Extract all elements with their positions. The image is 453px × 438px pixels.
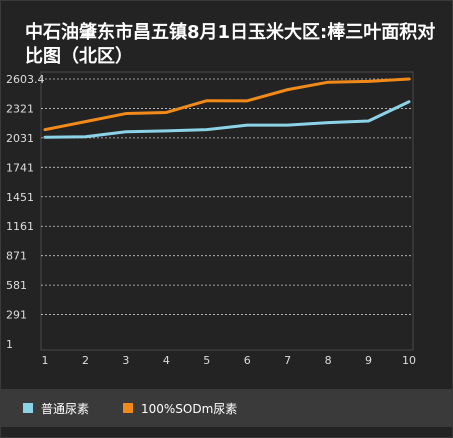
y-tick-label: 1161 (6, 220, 34, 233)
y-tick-label: 1741 (6, 161, 34, 174)
y-tick-label: 871 (6, 250, 27, 263)
y-tick-label: 2603.4 (6, 73, 45, 86)
x-axis-ticks: 1 2 3 4 5 6 7 8 9 10 (42, 354, 417, 367)
legend-label-series-1: 普通尿素 (41, 401, 90, 416)
line-chart: 1 291 581 871 1161 1451 1741 2031 2321 2603.4 1 2 3… (6, 71, 417, 367)
y-tick-label: 1 (6, 338, 13, 351)
x-tick-label: 5 (203, 354, 210, 367)
series-line-1 (43, 100, 411, 139)
y-tick-label: 1451 (6, 191, 34, 204)
plot-area (40, 71, 414, 351)
legend-swatch-series-1 (23, 403, 33, 413)
y-tick-label: 2031 (6, 132, 34, 145)
x-tick-label: 6 (244, 354, 251, 367)
x-tick-label: 7 (284, 354, 291, 367)
series-group (43, 77, 411, 139)
y-tick-label: 291 (6, 309, 27, 322)
y-axis-ticks: 1 291 581 871 1161 1451 1741 2031 2321 2603.4 (6, 73, 45, 351)
legend: 普通尿素 100%SODm尿素 (1, 389, 452, 427)
y-tick-label: 581 (6, 279, 27, 292)
x-tick-label: 2 (82, 354, 89, 367)
x-tick-label: 9 (365, 354, 372, 367)
x-tick-label: 1 (42, 354, 49, 367)
x-tick-label: 3 (122, 354, 129, 367)
y-tick-label: 2321 (6, 102, 34, 115)
legend-item-series-1[interactable]: 普通尿素 (23, 400, 89, 416)
chart-title: 中石油肇东市昌五镇8月1日玉米大区:棒三叶面积对比图（北区） (25, 22, 436, 67)
legend-item-series-2[interactable]: 100%SODm尿素 (123, 400, 237, 416)
series-line-2 (43, 77, 411, 132)
x-tick-label: 8 (325, 354, 332, 367)
x-tick-label: 4 (163, 354, 170, 367)
x-tick-label: 10 (402, 354, 416, 367)
legend-label-series-2: 100%SODm尿素 (141, 401, 238, 416)
grid (41, 78, 413, 315)
legend-swatch-series-2 (123, 403, 133, 413)
